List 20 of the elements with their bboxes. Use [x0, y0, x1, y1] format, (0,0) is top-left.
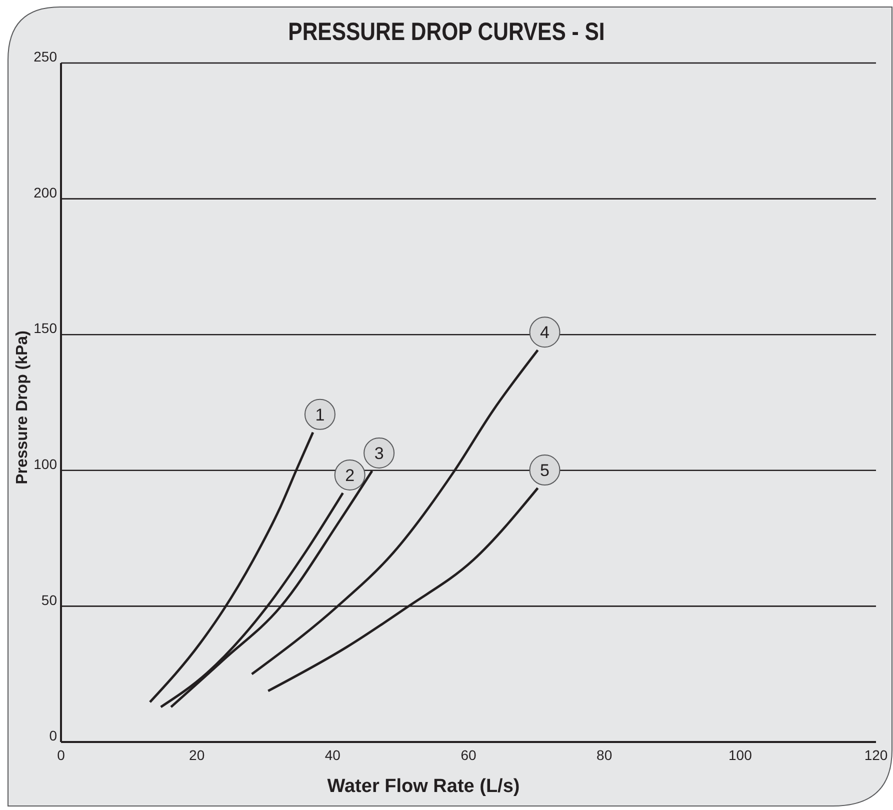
y-tick-label: 150: [34, 320, 58, 336]
series-label: 3: [374, 444, 384, 463]
x-tick-label: 120: [864, 746, 888, 763]
x-tick-label: 100: [728, 746, 752, 763]
y-tick-label: 200: [34, 184, 58, 200]
x-tick-label: 40: [324, 746, 341, 763]
chart-title: PRESSURE DROP CURVES - SI: [288, 17, 605, 46]
series-label: 2: [345, 466, 355, 485]
x-tick-label: 80: [596, 746, 612, 763]
y-tick-label: 250: [34, 48, 58, 65]
y-axis-title: Pressure Drop (kPa): [14, 330, 31, 484]
x-tick-label: 20: [189, 746, 205, 763]
x-tick-label: 60: [460, 746, 476, 763]
y-tick-label: 0: [49, 728, 58, 744]
series-label: 1: [315, 405, 325, 424]
x-axis-title: Water Flow Rate (L/s): [327, 776, 520, 797]
y-tick-label: 50: [41, 592, 58, 608]
y-tick-label: 100: [34, 456, 58, 472]
series-label: 5: [540, 461, 550, 480]
series-label: 4: [540, 323, 550, 342]
